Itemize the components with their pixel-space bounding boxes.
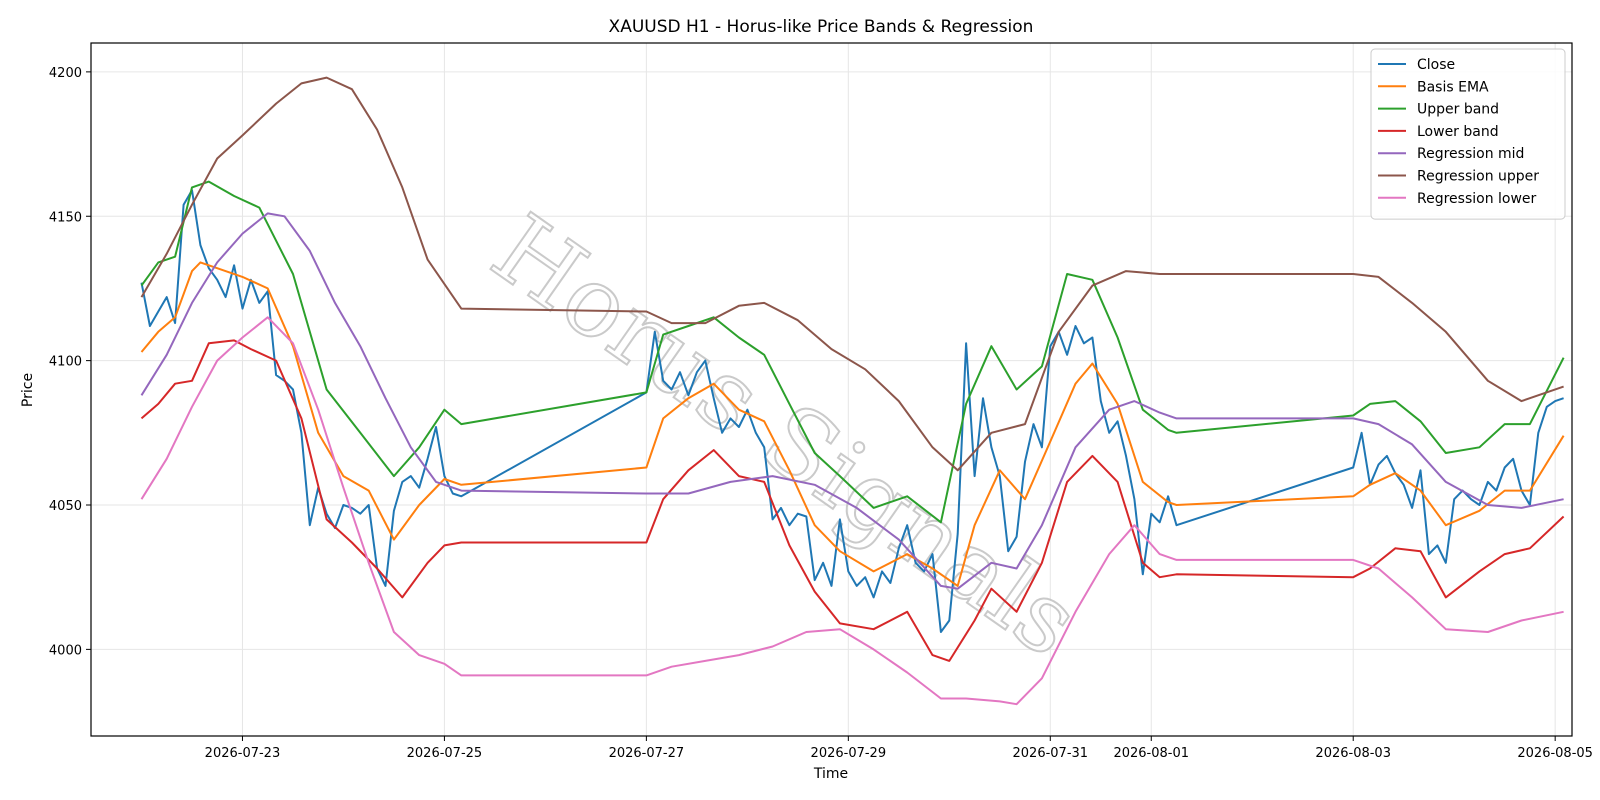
y-tick-label: 4200: [49, 66, 82, 81]
x-axis-label: Time: [813, 766, 848, 782]
plot-area-frame: [90, 42, 1573, 737]
y-axis-label: Price: [20, 373, 36, 407]
legend-entry: Regression mid: [1417, 146, 1524, 162]
series-line-basis-ema: [140, 261, 1565, 587]
x-tick-label: 2026-07-27: [609, 746, 685, 761]
legend-entry: Lower band: [1417, 124, 1499, 140]
legend-entry: Basis EMA: [1417, 79, 1489, 95]
legend-box: [1370, 48, 1566, 220]
legend: Close Basis EMA Upper band Lower band Regres…: [1370, 48, 1566, 220]
legend-entry: Upper band: [1417, 102, 1499, 118]
y-tick-label: 4150: [49, 210, 82, 225]
series-line-lower-band: [140, 339, 1565, 662]
legend-entry: Regression lower: [1417, 191, 1537, 207]
x-tick-label: 2026-07-23: [205, 746, 281, 761]
x-tick-label: 2026-07-25: [407, 746, 483, 761]
y-tick-label: 4050: [49, 499, 82, 514]
x-tick-label: 2026-08-01: [1113, 746, 1189, 761]
series-line-regression-mid: [140, 212, 1564, 590]
series-line-upper-band: [140, 180, 1565, 524]
chart-title: XAUUSD H1 - Horus-like Price Bands & Reg…: [609, 17, 1034, 37]
series-line-regression-upper: [140, 76, 1564, 472]
legend-entry: Regression upper: [1417, 169, 1539, 185]
series-lines: [140, 76, 1565, 706]
x-tick-label: 2026-07-31: [1013, 746, 1089, 761]
x-tick-label: 2026-07-29: [811, 746, 887, 761]
series-line-regression-lower: [140, 316, 1564, 706]
x-tick-label: 2026-08-05: [1517, 746, 1593, 761]
x-tick-label: 2026-08-03: [1315, 746, 1391, 761]
legend-entry: Close: [1417, 57, 1455, 73]
y-tick-label: 4000: [49, 643, 82, 658]
axis-ticks: 2026-07-23 2026-07-25 2026-07-27 2026-07-29…: [49, 66, 1593, 761]
y-tick-label: 4100: [49, 355, 82, 370]
